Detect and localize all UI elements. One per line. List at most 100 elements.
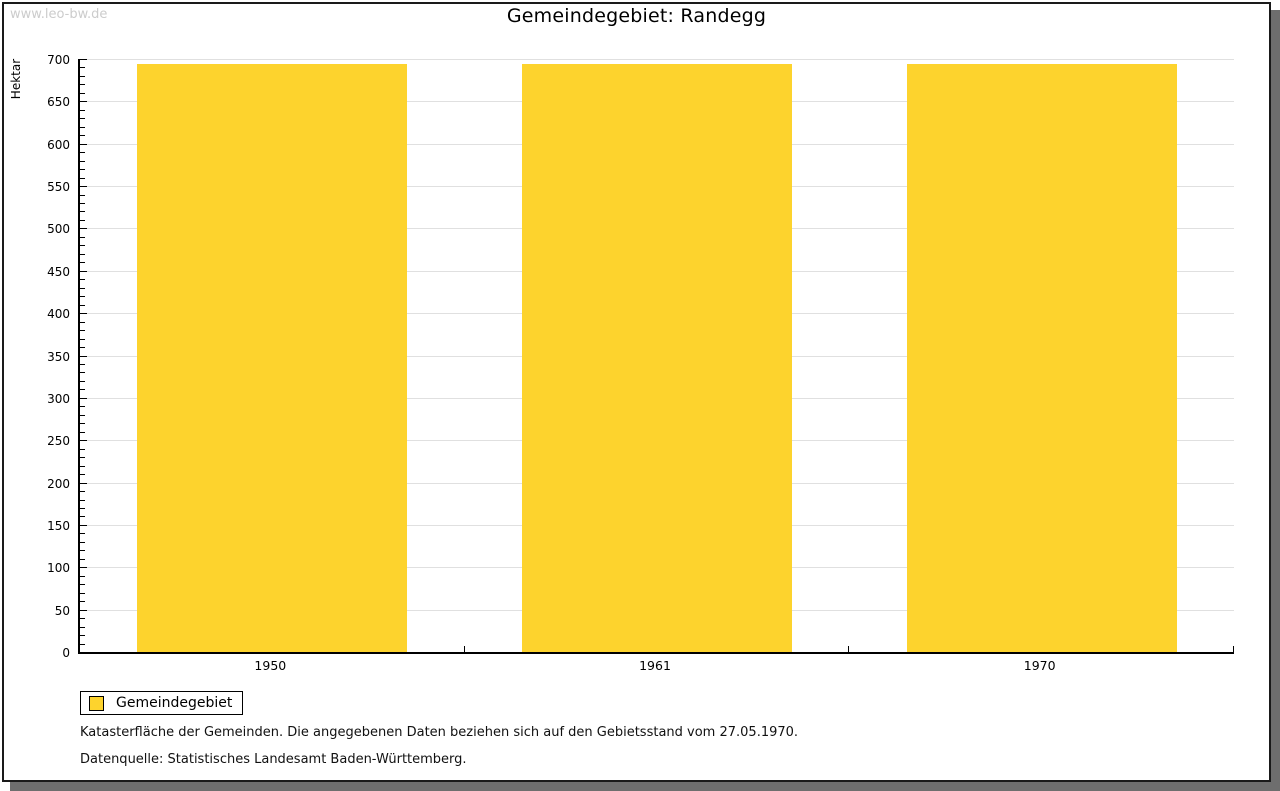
y-major-tick [80,186,87,188]
y-minor-tick [80,203,85,204]
y-minor-tick [80,363,85,365]
y-minor-tick [80,236,85,238]
y-tick-label-250: 250 [47,434,70,449]
y-minor-tick [80,414,85,416]
bar-1970 [906,64,1177,652]
y-minor-tick [80,245,85,247]
y-minor-tick [80,84,85,86]
y-major-tick [80,313,87,315]
x-boundary-tick [1233,646,1234,652]
y-minor-tick [80,67,85,69]
chart-window: www.leo-bw.de Gemeindegebiet: Randegg He… [2,2,1271,782]
footnote-description: Katasterfläche der Gemeinden. Die angege… [80,725,799,740]
y-minor-tick [80,592,85,594]
y-tick-label-450: 450 [47,264,70,279]
y-minor-tick [80,347,85,349]
y-minor-tick [80,584,85,586]
bar-1950 [137,64,408,652]
y-minor-tick [80,558,85,560]
y-minor-tick [80,643,85,645]
legend-label: Gemeindegebiet [116,695,233,711]
y-minor-tick [80,330,85,332]
x-category-label-1970: 1970 [1023,658,1056,673]
y-minor-tick [80,253,85,255]
gridline-y-700 [80,59,1234,60]
y-minor-tick [80,448,85,450]
y-major-tick [80,482,87,484]
y-minor-tick [80,601,85,603]
y-tick-label-350: 350 [47,349,70,364]
y-minor-tick [80,279,85,281]
x-axis-category-labels: 1950 1961 1970 [78,658,1232,674]
x-boundary-tick [848,646,850,652]
y-minor-tick [80,135,85,137]
y-tick-label-600: 600 [47,137,70,152]
y-minor-tick [80,431,85,433]
y-major-tick [80,355,87,357]
y-tick-label-300: 300 [47,391,70,406]
y-minor-tick [80,338,85,340]
y-minor-tick [80,118,85,120]
y-minor-tick [80,304,85,306]
y-tick-label-150: 150 [47,518,70,533]
y-minor-tick [80,169,85,171]
y-minor-tick [80,152,85,154]
y-major-tick [80,101,87,103]
y-minor-tick [80,533,85,535]
y-minor-tick [80,389,85,391]
y-minor-tick [80,406,85,408]
y-minor-tick [80,507,85,509]
y-minor-tick [80,219,85,221]
y-minor-tick [80,177,85,179]
y-minor-tick [80,491,85,493]
bar-1961 [521,64,792,652]
y-axis-tick-labels: 0 50 100 150 200 250 300 350 400 450 500 550 600 650 7… [20,53,70,660]
y-tick-label-50: 50 [54,603,70,618]
x-category-label-1961: 1961 [639,658,671,673]
y-minor-tick [80,160,85,162]
chart-title: Gemeindegebiet: Randegg [506,5,767,27]
y-minor-tick [80,380,85,382]
footnote-datasource: Datenquelle: Statistisches Landesamt Bad… [80,752,467,767]
y-major-tick [80,59,87,60]
x-category-label-1950: 1950 [254,658,287,673]
y-minor-tick [80,109,85,111]
y-minor-tick [80,499,85,501]
y-minor-tick [80,75,85,77]
legend-color-swatch [89,695,104,711]
y-tick-label-0: 0 [62,646,70,660]
y-minor-tick [80,321,85,323]
y-tick-label-200: 200 [47,476,70,491]
y-major-tick [80,567,87,569]
y-minor-tick [80,626,85,628]
plot-area [78,59,1234,654]
y-minor-tick [80,211,85,213]
y-minor-tick [80,541,85,543]
y-minor-tick [80,126,85,128]
y-major-tick [80,143,87,145]
watermark: www.leo-bw.de [10,7,108,22]
y-major-tick [80,440,87,442]
y-minor-tick [80,465,85,467]
y-major-tick [80,609,87,611]
y-tick-label-700: 700 [47,53,70,67]
y-minor-tick [80,457,85,459]
y-major-tick [80,270,87,272]
y-minor-tick [80,262,85,264]
y-tick-label-100: 100 [47,561,70,576]
y-minor-tick [80,194,85,196]
legend-box: Gemeindegebiet [80,691,244,715]
y-major-tick [80,524,87,526]
y-minor-tick [80,423,85,425]
y-minor-tick [80,575,85,577]
y-minor-tick [80,372,85,374]
y-minor-tick [80,516,85,518]
y-minor-tick [80,287,85,289]
y-tick-label-500: 500 [47,222,70,237]
y-minor-tick [80,92,85,94]
y-minor-tick [80,618,85,620]
y-tick-label-400: 400 [47,307,70,322]
y-tick-label-650: 650 [47,95,70,110]
x-boundary-tick [463,646,465,652]
